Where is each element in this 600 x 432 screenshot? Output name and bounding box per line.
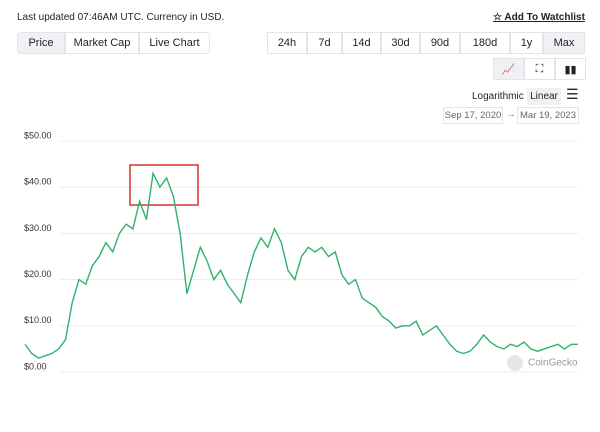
watermark: CoinGecko bbox=[528, 358, 578, 369]
range-button[interactable]: 30d bbox=[381, 32, 420, 54]
range-button[interactable]: 7d bbox=[307, 32, 342, 54]
y-tick-label: $0.00 bbox=[24, 361, 47, 371]
range-button[interactable]: 180d bbox=[460, 32, 510, 54]
watermark-logo bbox=[507, 355, 523, 371]
scale-option[interactable]: Logarithmic bbox=[472, 91, 524, 102]
date-to[interactable]: Mar 19, 2023 bbox=[517, 107, 579, 124]
scale-option[interactable]: Linear bbox=[527, 88, 561, 105]
y-tick-label: $40.00 bbox=[24, 177, 52, 187]
menu-icon[interactable]: ☰ bbox=[566, 86, 579, 102]
watchlist-text[interactable]: Add To Watchlist bbox=[504, 12, 585, 23]
range-button[interactable]: 24h bbox=[267, 32, 307, 54]
date-from[interactable]: Sep 17, 2020 bbox=[443, 107, 503, 124]
highlight-box bbox=[129, 164, 199, 206]
y-tick-label: $50.00 bbox=[24, 130, 52, 140]
y-tick-label: $30.00 bbox=[24, 223, 52, 233]
tab[interactable]: Market Cap bbox=[65, 32, 139, 54]
range-button[interactable]: 1y bbox=[510, 32, 543, 54]
tab[interactable]: Price bbox=[17, 32, 65, 54]
date-arrow: → bbox=[506, 109, 516, 120]
last-updated: Last updated 07:46AM UTC. Currency in US… bbox=[17, 12, 225, 23]
range-button[interactable]: 14d bbox=[342, 32, 381, 54]
tab[interactable]: Live Chart bbox=[139, 32, 210, 54]
price-line bbox=[24, 170, 578, 359]
line-view-button[interactable]: 📈 bbox=[493, 58, 524, 80]
candle-view-button[interactable]: ▮▮ bbox=[555, 58, 586, 80]
watchlist-link[interactable]: ☆ Add To Watchlist bbox=[493, 12, 585, 23]
range-button[interactable]: Max bbox=[543, 32, 585, 54]
y-tick-label: $10.00 bbox=[24, 315, 52, 325]
fullscreen-button[interactable]: ⛶ bbox=[524, 58, 555, 80]
y-tick-label: $20.00 bbox=[24, 269, 52, 279]
range-button[interactable]: 90d bbox=[420, 32, 460, 54]
